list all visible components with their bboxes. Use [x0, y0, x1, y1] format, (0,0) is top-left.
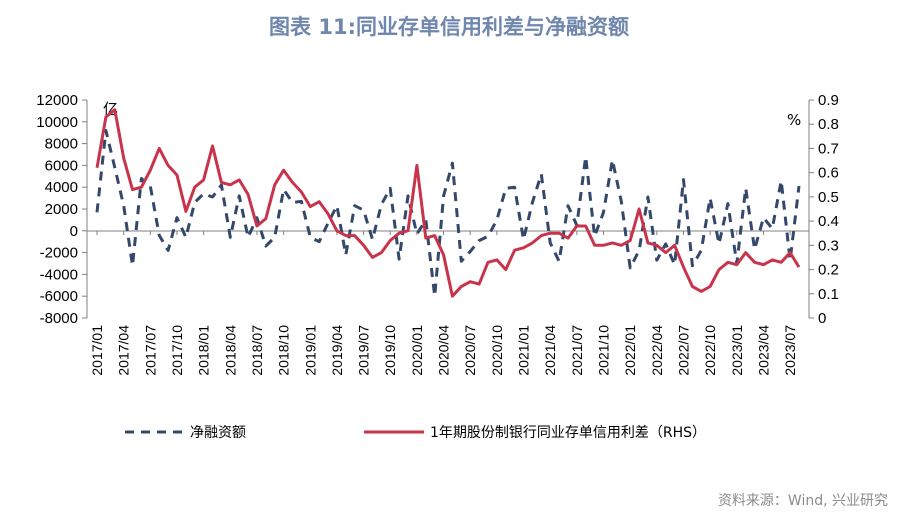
left-tick-label: 2000: [45, 201, 78, 218]
right-tick-label: 0.5: [818, 189, 839, 206]
x-tick-label: 2022/07: [675, 325, 691, 376]
x-tick-label: 2017/04: [116, 325, 132, 376]
right-tick-label: 0.7: [818, 140, 839, 157]
right-axis-ticks: 0.9 0.8 0.7 0.6 0.5 0.4 0.3 0.2 0.1 0: [809, 92, 839, 327]
x-tick-label: 2020/07: [462, 325, 478, 376]
x-tick-label: 2019/07: [356, 325, 372, 376]
x-tick-label: 2019/01: [302, 325, 318, 376]
legend-label-spread: 1年期股份制银行同业存单信用利差（RHS）: [430, 425, 706, 441]
right-axis-unit: %: [787, 111, 801, 129]
left-tick-label: -2000: [40, 245, 78, 262]
right-tick-label: 0.1: [818, 286, 839, 303]
chart-title: 图表 11:同业存单信用利差与净融资额: [269, 15, 629, 39]
x-axis-ticks: 2017/01 2017/04 2017/07 2017/10 2018/01 2018/…: [89, 231, 798, 376]
right-tick-label: 0.4: [818, 213, 839, 230]
x-tick-label: 2021/07: [569, 325, 585, 376]
left-axis-ticks: 12000 10000 8000 6000 4000 2000 0 -2000 -4000 -60…: [36, 92, 87, 327]
left-tick-label: 8000: [45, 136, 78, 153]
right-tick-label: 0: [818, 310, 826, 327]
legend: 净融资额 1年期股份制银行同业存单信用利差（RHS）: [125, 425, 706, 441]
x-tick-label: 2017/07: [142, 325, 158, 376]
x-tick-label: 2019/10: [382, 325, 398, 376]
right-tick-label: 0.2: [818, 262, 839, 279]
source-note: 资料来源：Wind, 兴业研究: [718, 493, 888, 509]
x-tick-label: 2021/04: [542, 325, 558, 376]
x-tick-label: 2022/04: [649, 325, 665, 376]
left-tick-label: 4000: [45, 179, 78, 196]
left-tick-label: 6000: [45, 157, 78, 174]
x-tick-label: 2020/01: [409, 325, 425, 376]
axes: [86, 100, 810, 318]
x-tick-label: 2018/10: [276, 325, 292, 376]
x-tick-label: 2023/04: [755, 325, 771, 376]
x-tick-label: 2018/04: [222, 325, 238, 376]
x-tick-label: 2021/01: [516, 325, 532, 376]
left-tick-label: -4000: [40, 266, 78, 283]
left-tick-label: 10000: [36, 114, 78, 131]
series-line-net-financing: [95, 129, 801, 298]
x-tick-label: 2018/07: [249, 325, 265, 376]
right-tick-label: 0.3: [818, 237, 839, 254]
left-tick-label: 12000: [36, 92, 78, 109]
x-tick-label: 2023/01: [729, 325, 745, 376]
series-layer: [95, 108, 801, 298]
right-tick-label: 0.9: [818, 92, 839, 109]
x-tick-label: 2019/04: [329, 325, 345, 376]
x-tick-label: 2022/10: [702, 325, 718, 376]
x-tick-label: 2020/10: [489, 325, 505, 376]
left-tick-label: 0: [70, 223, 78, 240]
right-tick-label: 0.6: [818, 165, 839, 182]
left-tick-label: -8000: [40, 310, 78, 327]
right-tick-label: 0.8: [818, 116, 839, 133]
x-tick-label: 2017/10: [169, 325, 185, 376]
x-tick-label: 2017/01: [89, 325, 105, 376]
left-tick-label: -6000: [40, 288, 78, 305]
legend-label-net-financing: 净融资额: [190, 425, 246, 441]
x-tick-label: 2021/10: [596, 325, 612, 376]
x-tick-label: 2018/01: [196, 325, 212, 376]
x-tick-label: 2020/04: [436, 325, 452, 376]
series-line-spread: [95, 108, 801, 298]
x-tick-label: 2023/07: [782, 325, 798, 376]
x-tick-label: 2022/01: [622, 325, 638, 376]
